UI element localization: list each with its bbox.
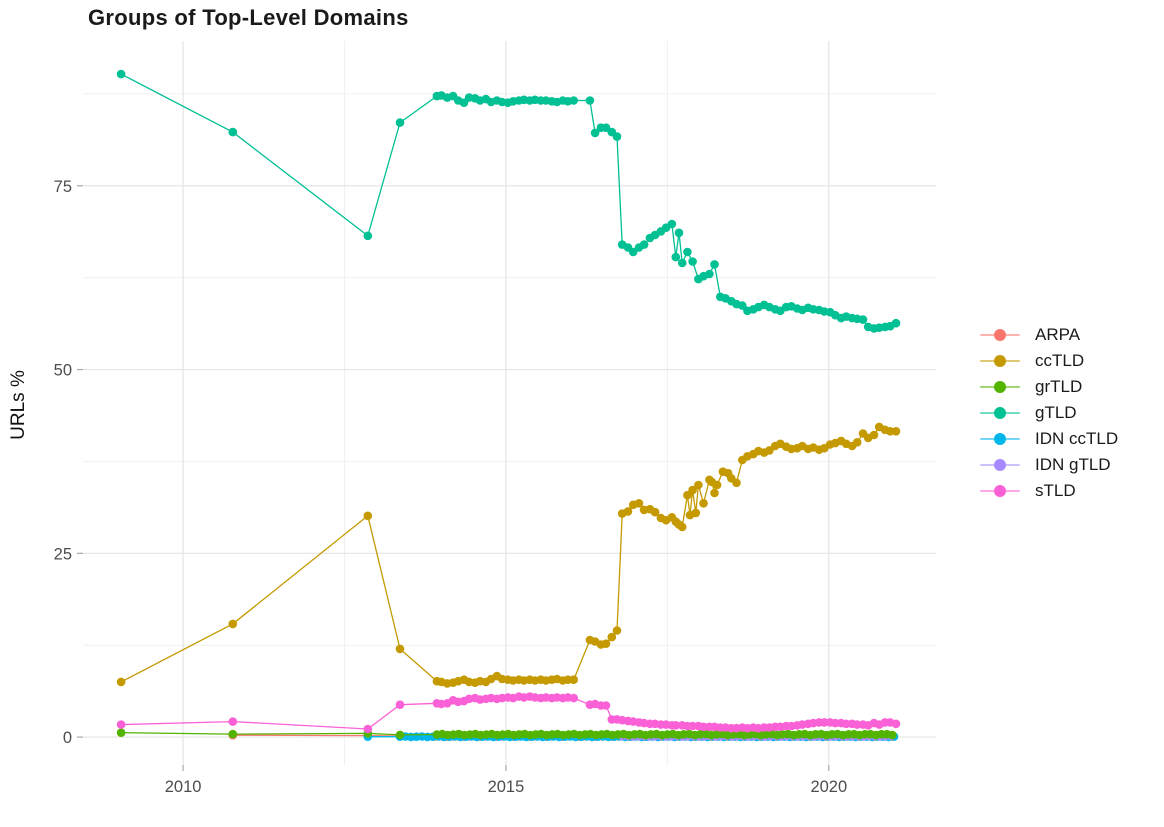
data-point — [858, 315, 868, 324]
legend-item-cctld: ccTLD — [978, 348, 1118, 374]
data-point — [569, 96, 578, 105]
data-point — [699, 499, 708, 508]
legend-item-arpa: ARPA — [978, 322, 1118, 348]
legend-key-icon — [978, 380, 1022, 394]
legend-key-icon — [978, 458, 1022, 472]
data-point — [623, 507, 633, 516]
data-point — [569, 693, 578, 703]
data-point — [601, 701, 611, 710]
data-point — [683, 247, 692, 257]
y-tick-label: 50 — [54, 362, 72, 380]
data-point — [228, 729, 238, 739]
data-point — [612, 132, 622, 141]
data-point — [116, 69, 126, 79]
chart-title: Groups of Top-Level Domains — [88, 5, 409, 30]
legend-label: IDN ccTLD — [1035, 429, 1119, 448]
data-point — [650, 507, 660, 517]
data-point — [228, 127, 238, 137]
data-point — [639, 240, 649, 249]
gridlines-major — [83, 41, 936, 765]
data-point — [395, 730, 405, 740]
data-point — [363, 724, 373, 734]
legend-item-stld: sTLD — [978, 478, 1118, 504]
y-tick-label: 0 — [63, 729, 72, 747]
series-stld — [116, 692, 901, 734]
legend-key-icon — [978, 354, 1022, 368]
legend-key-icon — [978, 406, 1022, 420]
gridlines-minor — [83, 41, 936, 765]
data-point — [699, 722, 708, 732]
legend-label: sTLD — [1035, 481, 1076, 500]
legend-label: gTLD — [1035, 403, 1077, 422]
data-point — [712, 480, 722, 490]
data-point — [891, 427, 901, 436]
x-tick-label: 2010 — [165, 778, 202, 796]
legend-label: IDN gTLD — [1035, 455, 1111, 474]
data-point — [116, 720, 126, 729]
data-point — [601, 639, 611, 648]
axes: 2010 2015 2020 0 25 50 75 — [54, 178, 848, 796]
data-point — [363, 231, 373, 241]
series-gtld — [116, 69, 901, 333]
legend-label: ccTLD — [1035, 351, 1085, 370]
data-point — [710, 260, 719, 269]
data-point — [395, 644, 405, 654]
data-point — [688, 485, 697, 495]
data-point — [705, 269, 714, 279]
data-point — [590, 128, 600, 138]
y-tick-label: 25 — [54, 545, 72, 563]
series-cctld — [116, 422, 901, 688]
x-tick-label: 2020 — [810, 778, 847, 796]
data-point — [228, 717, 238, 726]
data-point — [710, 488, 719, 498]
data-point — [395, 700, 405, 709]
data-point — [607, 632, 617, 642]
data-point — [634, 499, 644, 508]
data-point — [612, 626, 622, 635]
legend-item-gtld: gTLD — [978, 400, 1118, 426]
data-point — [688, 257, 697, 266]
data-point — [228, 619, 238, 629]
series-grtld — [116, 728, 897, 740]
series-line — [120, 73, 897, 330]
data-point — [732, 478, 741, 488]
legend-label: grTLD — [1035, 377, 1083, 396]
data-point — [585, 96, 595, 105]
legend-key-icon — [978, 484, 1022, 498]
data-point — [363, 511, 373, 521]
data-point — [395, 118, 405, 127]
legend-item-grtld: grTLD — [978, 374, 1118, 400]
data-point — [677, 258, 687, 268]
legend-item-idn-gtld: IDN gTLD — [978, 452, 1118, 478]
legend-key-icon — [978, 432, 1022, 446]
data-point — [671, 252, 681, 262]
legend-item-idn-cctld: IDN ccTLD — [978, 426, 1118, 452]
data-point — [891, 318, 901, 328]
data-point — [116, 677, 126, 687]
legend-key-icon — [978, 328, 1022, 342]
data-point — [891, 719, 901, 729]
data-point — [841, 719, 851, 729]
legend-label: ARPA — [1035, 325, 1081, 344]
data-point — [628, 247, 638, 257]
data-point — [674, 228, 684, 238]
x-tick-label: 2015 — [488, 778, 525, 796]
y-tick-label: 75 — [54, 178, 72, 196]
data-point — [869, 430, 879, 440]
data-point — [677, 522, 687, 532]
legend: ARPA ccTLD grTLD gTLD IDN ccTLD IDN gTLD sTLD — [978, 322, 1118, 504]
data-point — [569, 675, 578, 684]
y-axis-title: URLs % — [8, 370, 29, 440]
data-point — [691, 508, 701, 518]
data-point — [116, 728, 126, 737]
data-point — [694, 480, 703, 490]
data-point — [852, 438, 862, 447]
data-point — [667, 219, 677, 229]
data-point — [671, 721, 681, 730]
data-point — [888, 730, 897, 740]
